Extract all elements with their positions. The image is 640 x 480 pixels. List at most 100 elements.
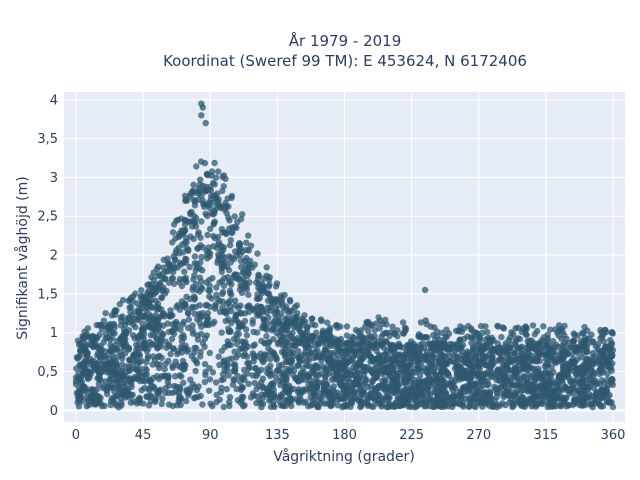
data-point-576 bbox=[259, 375, 267, 382]
data-point-3118 bbox=[481, 360, 488, 367]
data-point-3023 bbox=[442, 395, 449, 402]
y-tick-label-2: 1 bbox=[50, 326, 58, 341]
data-point-3156 bbox=[336, 347, 343, 354]
data-point-3040 bbox=[108, 371, 116, 379]
data-point-1480 bbox=[191, 253, 199, 260]
data-point-3768 bbox=[555, 322, 563, 329]
data-point-2615 bbox=[478, 379, 485, 386]
x-tick-labels: 0 45 90 135 180 225 270 315 360 bbox=[72, 428, 626, 443]
data-point-2713 bbox=[257, 354, 264, 361]
data-point-1310 bbox=[150, 353, 157, 360]
data-point-3007 bbox=[372, 389, 380, 396]
data-point-2270 bbox=[552, 351, 559, 359]
data-point-2382 bbox=[359, 346, 366, 353]
data-point-3766 bbox=[222, 202, 229, 210]
data-point-3096 bbox=[406, 391, 414, 399]
data-point-2420 bbox=[115, 384, 122, 391]
data-point-3881 bbox=[148, 291, 155, 298]
data-point-3186 bbox=[165, 357, 172, 365]
data-point-3109 bbox=[90, 386, 97, 393]
data-point-3002 bbox=[311, 390, 318, 397]
data-point-2875 bbox=[258, 324, 266, 332]
data-point-3876 bbox=[293, 302, 301, 309]
data-point-3710 bbox=[154, 283, 162, 290]
data-point-1167 bbox=[198, 218, 205, 225]
data-point-1709 bbox=[191, 272, 198, 279]
data-point-3819 bbox=[272, 296, 280, 303]
data-point-3084 bbox=[162, 384, 169, 392]
data-point-3146 bbox=[79, 385, 87, 392]
data-point-3858 bbox=[127, 294, 134, 302]
data-point-3116 bbox=[607, 379, 615, 386]
data-point-2675 bbox=[115, 353, 122, 360]
data-point-1156 bbox=[222, 317, 229, 325]
data-point-2866 bbox=[493, 404, 501, 411]
data-point-2591 bbox=[473, 397, 480, 405]
data-point-2720 bbox=[191, 395, 198, 402]
data-point-3890 bbox=[371, 326, 378, 334]
data-point-3088 bbox=[193, 286, 200, 294]
data-point-3493 bbox=[150, 269, 157, 276]
data-point-3658 bbox=[488, 344, 495, 351]
data-point-2974 bbox=[530, 386, 537, 393]
data-point-3864 bbox=[219, 187, 226, 195]
data-point-2632 bbox=[194, 332, 201, 339]
data-point-2968 bbox=[589, 354, 596, 361]
data-point-3123 bbox=[240, 275, 247, 282]
data-point-3814 bbox=[125, 314, 132, 322]
x-tick-label-0: 0 bbox=[72, 428, 80, 443]
data-point-3873 bbox=[375, 338, 382, 345]
data-point-3193 bbox=[279, 402, 287, 409]
data-point-3650 bbox=[401, 324, 409, 331]
data-point-1506 bbox=[126, 356, 133, 363]
data-point-2580 bbox=[260, 400, 267, 407]
data-point-3182 bbox=[218, 329, 225, 336]
data-point-3892 bbox=[525, 343, 533, 350]
x-tick-label-7: 315 bbox=[534, 428, 559, 443]
data-point-467 bbox=[295, 348, 302, 355]
data-point-2548 bbox=[141, 371, 149, 379]
data-point-2795 bbox=[323, 368, 330, 375]
data-point-2758 bbox=[300, 386, 307, 393]
data-point-2646 bbox=[482, 389, 489, 396]
data-point-2307 bbox=[226, 328, 233, 335]
data-point-3820 bbox=[266, 281, 273, 288]
data-point-2753 bbox=[318, 394, 325, 402]
data-point-3674 bbox=[211, 159, 218, 167]
data-point-2537 bbox=[569, 377, 577, 384]
data-point-2450 bbox=[205, 287, 212, 294]
data-point-2607 bbox=[95, 365, 102, 373]
data-point-3581 bbox=[318, 317, 325, 325]
data-point-3877 bbox=[149, 285, 156, 292]
data-point-2656 bbox=[269, 382, 276, 389]
data-point-3190 bbox=[147, 324, 154, 331]
data-point-3723 bbox=[514, 324, 522, 331]
data-point-2653 bbox=[174, 402, 181, 409]
data-point-2855 bbox=[252, 364, 259, 372]
data-point-3555 bbox=[349, 333, 356, 340]
data-point-3854 bbox=[324, 327, 332, 335]
data-point-3074 bbox=[210, 221, 217, 228]
data-point-2984 bbox=[242, 281, 249, 288]
data-point-2273 bbox=[249, 390, 257, 397]
data-point-3810 bbox=[411, 343, 418, 350]
data-point-2701 bbox=[158, 400, 165, 408]
data-point-3585 bbox=[263, 264, 270, 271]
data-point-3656 bbox=[608, 341, 615, 348]
data-point-2954 bbox=[410, 386, 417, 394]
data-point-2919 bbox=[254, 303, 261, 310]
data-point-211 bbox=[198, 253, 205, 261]
data-point-2746 bbox=[320, 382, 327, 389]
data-point-2851 bbox=[152, 396, 159, 404]
data-point-858 bbox=[170, 280, 178, 287]
data-point-3895 bbox=[581, 323, 588, 331]
data-point-2426 bbox=[544, 389, 551, 396]
data-point-3166 bbox=[201, 335, 209, 342]
data-point-2887 bbox=[264, 391, 271, 398]
data-point-2852 bbox=[206, 376, 214, 383]
data-point-3198 bbox=[230, 376, 237, 383]
data-point-2105 bbox=[530, 366, 537, 373]
data-point-3709 bbox=[255, 272, 262, 279]
data-point-2666 bbox=[239, 345, 246, 352]
data-point-2631 bbox=[181, 268, 188, 275]
